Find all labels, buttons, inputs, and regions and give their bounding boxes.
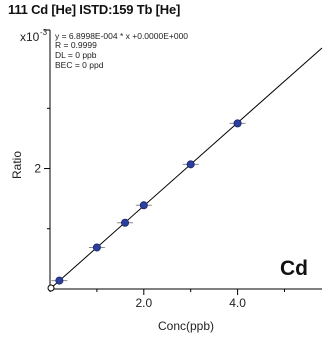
data-point [88,243,105,252]
data-point [229,119,246,128]
data-point [135,201,152,210]
y-multiplier-label: x10 -3 [20,28,48,44]
data-point [51,276,68,285]
x-axis-label: Conc(ppb) [158,319,214,333]
fit-r-value: R = 0.9999 [55,40,97,50]
chart-title: 111 Cd [He] ISTD:159 Tb [He] [8,2,181,17]
fit-equation: y = 6.8998E-004 * x +0.0000E+000 [55,31,188,41]
origin-marker [47,284,55,292]
point-marker [186,160,195,169]
fit-bec-value: BEC = 0 ppd [55,60,104,70]
origin-point [47,284,55,292]
point-marker [139,201,148,210]
fit-line-group [49,47,323,290]
point-marker [92,243,101,252]
x-tick-label: 4.0 [229,296,246,310]
fit-dl-value: DL = 0 ppb [55,50,97,60]
x-tick-label: 2.0 [135,296,152,310]
y-multiplier-exponent: -3 [40,28,48,37]
axes: 2.0 4.0 2 [34,29,322,310]
element-label: Cd [280,257,308,280]
fit-annotations: y = 6.8998E-004 * x +0.0000E+000 R = 0.9… [55,31,188,70]
point-marker [121,218,130,227]
y-tick-label: 2 [34,162,41,176]
point-marker [55,276,64,285]
y-multiplier-base: x10 [20,30,40,44]
data-point [117,218,134,227]
y-axis-label: Ratio [10,151,24,179]
data-point [182,160,199,169]
fit-line [49,47,323,290]
point-marker [233,119,242,128]
data-points [47,119,246,292]
